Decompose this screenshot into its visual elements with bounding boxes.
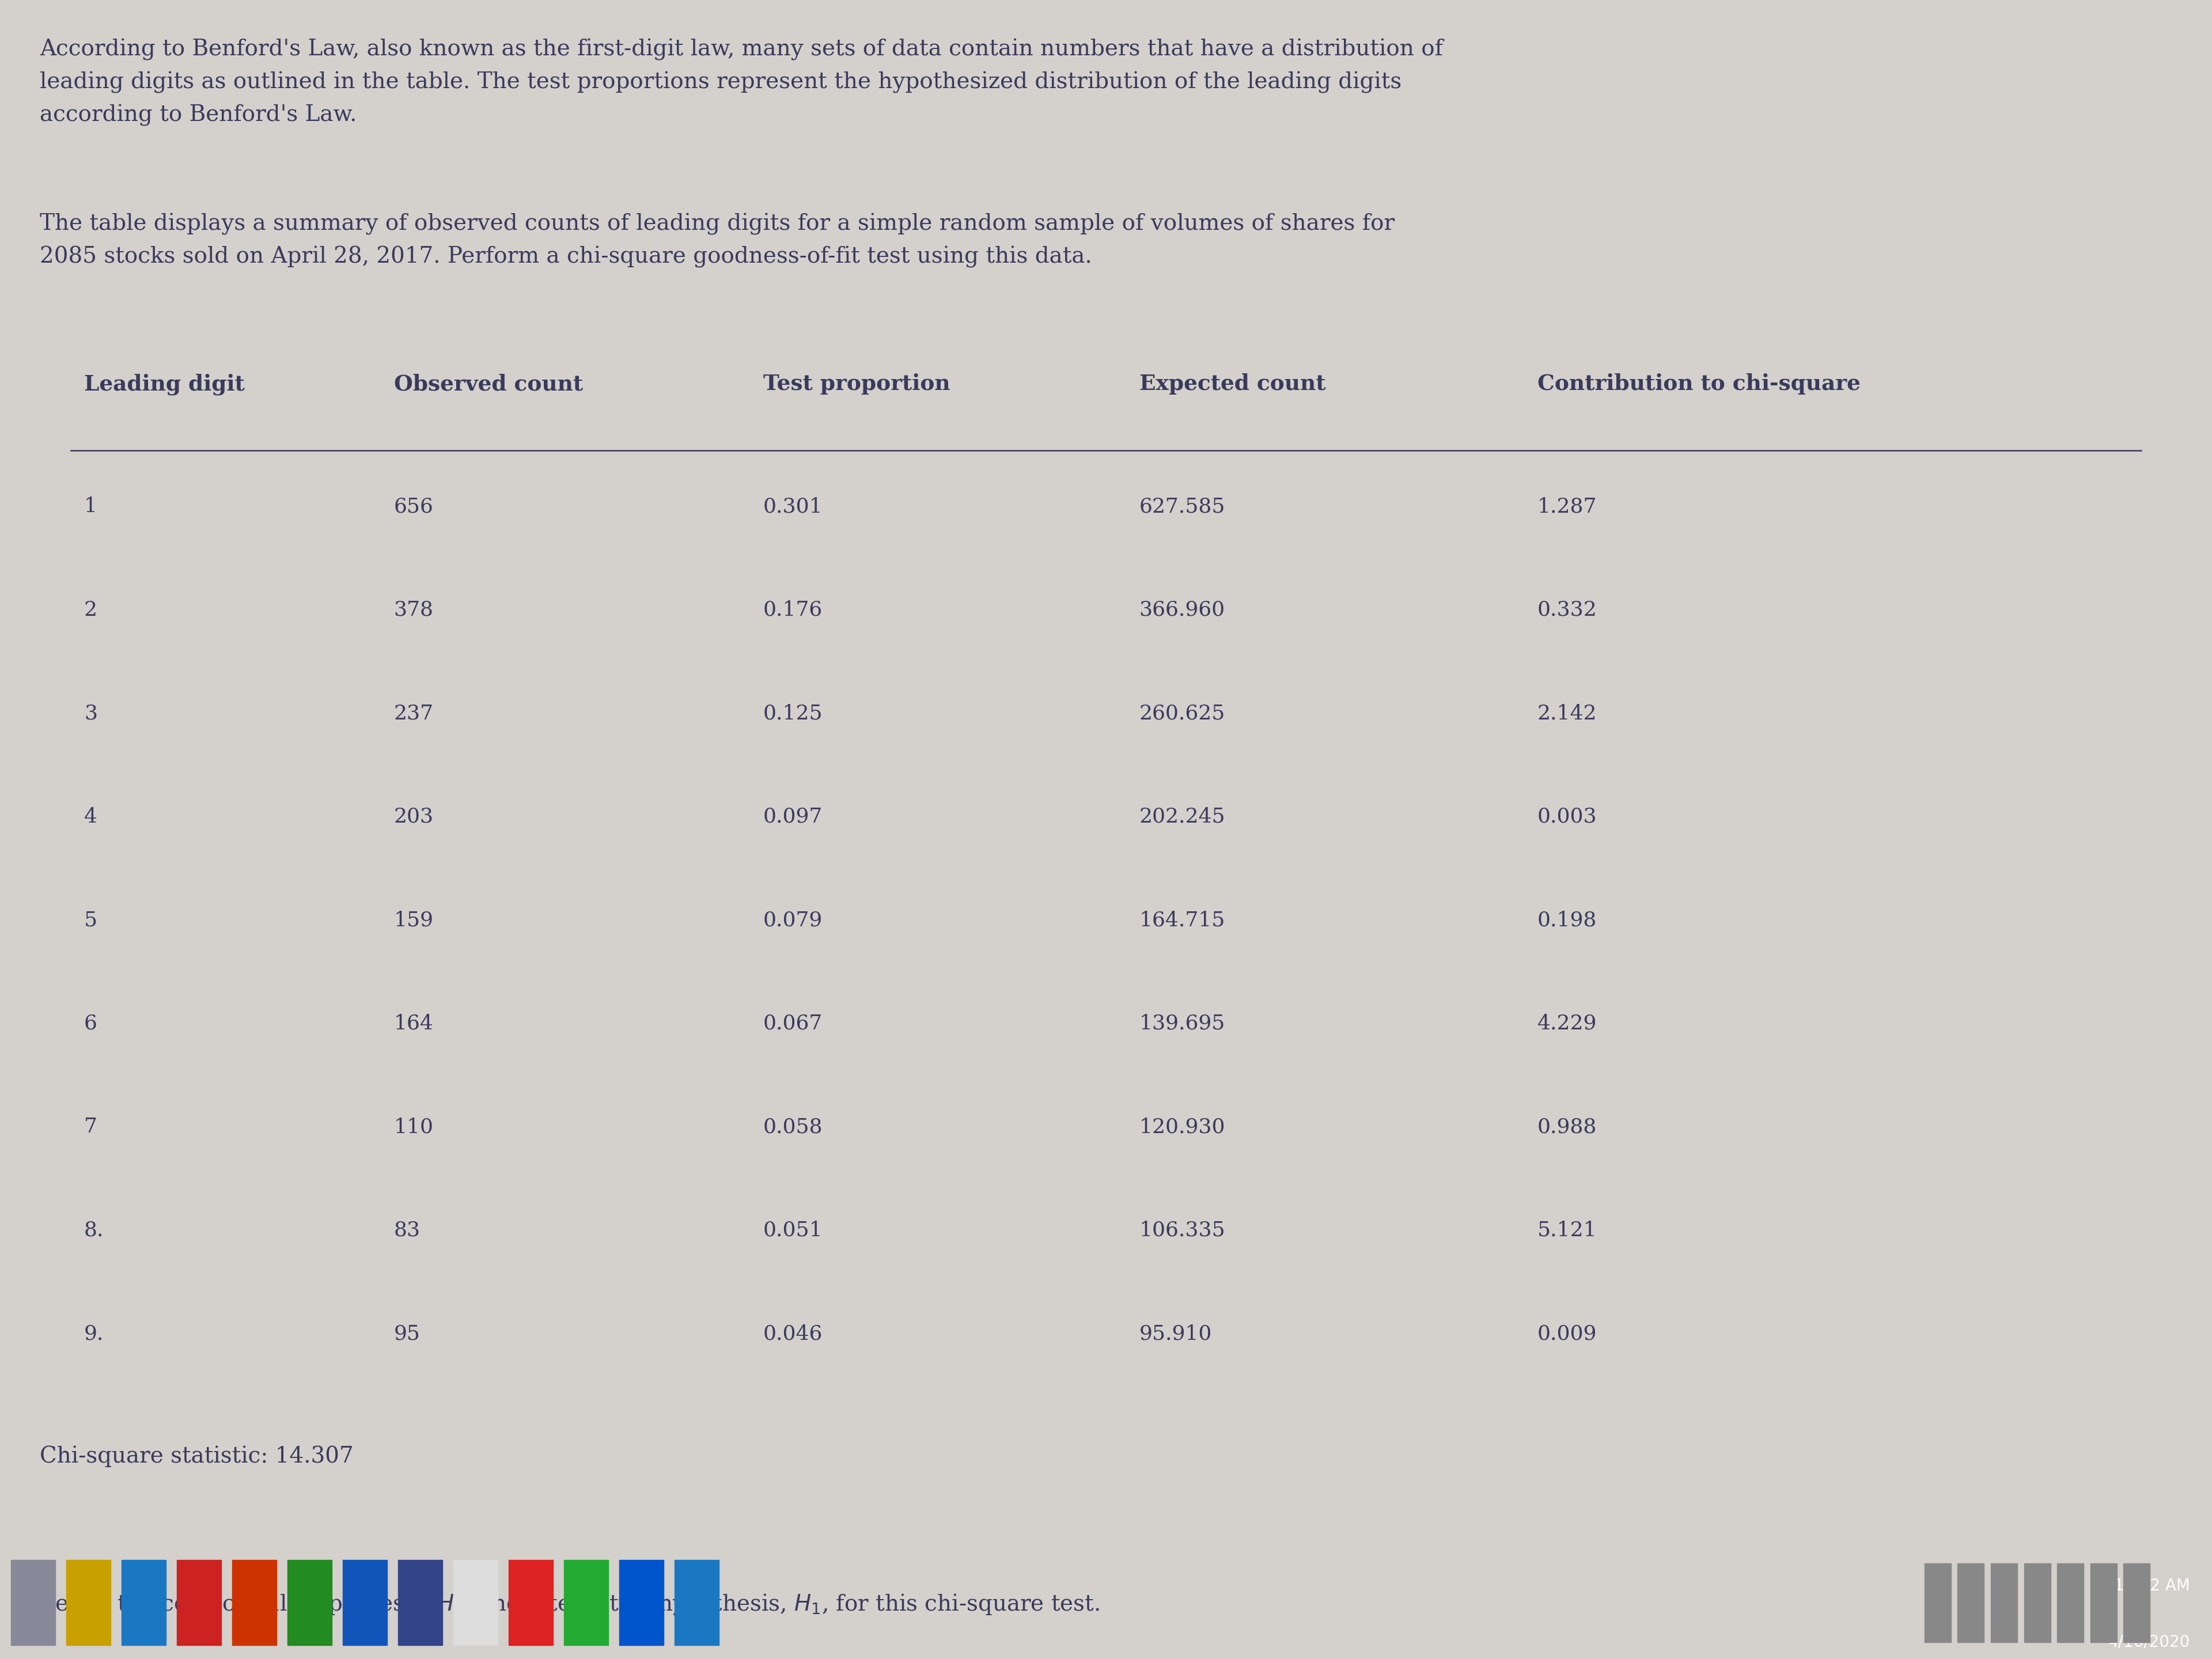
Bar	[2024, 1563, 2051, 1642]
Bar	[2057, 1563, 2084, 1642]
Bar	[11, 1559, 55, 1646]
Text: 0.301: 0.301	[763, 496, 823, 516]
Bar	[177, 1559, 221, 1646]
Bar	[619, 1559, 664, 1646]
Text: 203: 203	[394, 806, 434, 826]
Text: 120.930: 120.930	[1139, 1117, 1225, 1136]
Text: 4/16/2020: 4/16/2020	[2108, 1634, 2190, 1651]
Text: 7: 7	[84, 1117, 97, 1136]
Text: According to Benford's Law, also known as the first-digit law, many sets of data: According to Benford's Law, also known a…	[40, 38, 1442, 126]
Text: 0.051: 0.051	[763, 1221, 823, 1239]
Text: 0.988: 0.988	[1537, 1117, 1597, 1136]
Text: 0.097: 0.097	[763, 806, 823, 826]
Bar	[232, 1559, 276, 1646]
Text: 0.079: 0.079	[763, 911, 823, 931]
Text: The table displays a summary of observed counts of leading digits for a simple r: The table displays a summary of observed…	[40, 212, 1396, 267]
Text: 110: 110	[394, 1117, 434, 1136]
Text: 159: 159	[394, 911, 434, 931]
Text: 4: 4	[84, 806, 97, 826]
Bar	[564, 1559, 608, 1646]
Text: 0.067: 0.067	[763, 1014, 823, 1034]
Bar	[288, 1559, 332, 1646]
Text: 1: 1	[84, 496, 97, 516]
Text: Select the correct null hypothesis, $H_0$, and alternative hypothesis, $H_1$, fo: Select the correct null hypothesis, $H_0…	[40, 1593, 1099, 1616]
Text: 4.229: 4.229	[1537, 1014, 1597, 1034]
Text: 237: 237	[394, 703, 434, 723]
Text: 0.198: 0.198	[1537, 911, 1597, 931]
Text: 8.: 8.	[84, 1221, 104, 1239]
Bar	[1924, 1563, 1951, 1642]
Text: 3: 3	[84, 703, 97, 723]
Text: 5: 5	[84, 911, 97, 931]
Text: 10:42 AM: 10:42 AM	[2115, 1578, 2190, 1594]
Text: 627.585: 627.585	[1139, 496, 1225, 516]
Text: 378: 378	[394, 601, 434, 620]
Text: 164.715: 164.715	[1139, 911, 1225, 931]
Bar	[66, 1559, 111, 1646]
Bar	[2124, 1563, 2150, 1642]
Text: 1.287: 1.287	[1537, 496, 1597, 516]
Text: Leading digit: Leading digit	[84, 373, 246, 395]
Text: Contribution to chi-square: Contribution to chi-square	[1537, 373, 1860, 395]
Text: 2: 2	[84, 601, 97, 620]
Text: 95.910: 95.910	[1139, 1324, 1212, 1344]
Text: 5.121: 5.121	[1537, 1221, 1597, 1239]
Text: 0.003: 0.003	[1537, 806, 1597, 826]
Bar	[2090, 1563, 2117, 1642]
Bar	[122, 1559, 166, 1646]
Text: 0.009: 0.009	[1537, 1324, 1597, 1344]
Bar	[675, 1559, 719, 1646]
Bar	[1991, 1563, 2017, 1642]
Text: 164: 164	[394, 1014, 434, 1034]
Bar	[453, 1559, 498, 1646]
Bar	[343, 1559, 387, 1646]
Bar	[398, 1559, 442, 1646]
Text: 9.: 9.	[84, 1324, 104, 1344]
Text: 0.125: 0.125	[763, 703, 823, 723]
Text: 0.176: 0.176	[763, 601, 823, 620]
Text: 83: 83	[394, 1221, 420, 1239]
Text: Expected count: Expected count	[1139, 373, 1325, 395]
Text: 95: 95	[394, 1324, 420, 1344]
Text: 202.245: 202.245	[1139, 806, 1225, 826]
Text: 0.046: 0.046	[763, 1324, 823, 1344]
Text: 106.335: 106.335	[1139, 1221, 1225, 1239]
Text: Chi-square statistic: 14.307: Chi-square statistic: 14.307	[40, 1445, 354, 1467]
Text: 260.625: 260.625	[1139, 703, 1225, 723]
Bar	[509, 1559, 553, 1646]
Text: Test proportion: Test proportion	[763, 373, 951, 395]
Text: 2.142: 2.142	[1537, 703, 1597, 723]
Bar	[1958, 1563, 1984, 1642]
Text: 656: 656	[394, 496, 434, 516]
Text: 366.960: 366.960	[1139, 601, 1225, 620]
Text: 0.332: 0.332	[1537, 601, 1597, 620]
Text: 0.058: 0.058	[763, 1117, 823, 1136]
Text: Observed count: Observed count	[394, 373, 582, 395]
Text: 139.695: 139.695	[1139, 1014, 1225, 1034]
Text: 6: 6	[84, 1014, 97, 1034]
